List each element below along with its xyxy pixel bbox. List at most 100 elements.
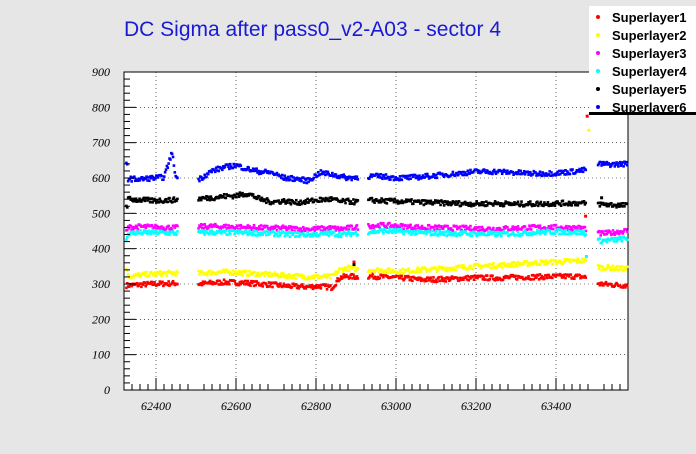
legend-label: Superlayer3	[612, 46, 686, 61]
data-point	[148, 200, 152, 204]
data-point	[423, 199, 427, 202]
data-point	[302, 199, 306, 203]
data-point	[615, 232, 618, 235]
data-point	[576, 204, 580, 207]
data-point	[318, 173, 322, 176]
data-point	[213, 225, 216, 228]
data-point	[536, 200, 539, 204]
data-point	[523, 229, 527, 232]
data-point	[262, 224, 265, 228]
data-point	[476, 276, 479, 280]
data-point	[619, 267, 623, 271]
data-point	[316, 273, 319, 277]
data-point	[512, 232, 515, 235]
data-point	[251, 193, 255, 196]
data-point	[514, 262, 518, 265]
data-point	[131, 230, 134, 233]
data-point	[137, 199, 141, 203]
data-point	[221, 165, 225, 168]
data-point	[573, 225, 576, 229]
data-point	[281, 271, 285, 275]
data-point	[136, 227, 140, 231]
x-tick-label: 62600	[221, 399, 251, 413]
data-point	[143, 223, 147, 227]
data-point	[526, 203, 529, 207]
data-point	[320, 172, 324, 176]
data-point	[261, 285, 265, 288]
data-point	[164, 168, 168, 171]
data-point	[135, 282, 139, 285]
data-point	[508, 262, 512, 266]
data-point	[163, 170, 167, 174]
data-point	[457, 279, 461, 283]
data-point	[515, 278, 519, 281]
data-point	[515, 228, 519, 232]
data-point	[399, 228, 403, 232]
data-point	[526, 233, 529, 237]
data-point	[349, 176, 353, 179]
data-point	[328, 230, 331, 233]
data-point	[425, 279, 428, 283]
data-point	[541, 231, 544, 235]
data-point	[412, 229, 416, 233]
data-point	[158, 270, 162, 273]
data-point	[404, 224, 408, 227]
data-point	[201, 223, 205, 227]
data-point	[614, 204, 617, 207]
data-point	[419, 201, 423, 205]
data-point	[307, 275, 310, 279]
data-point	[279, 233, 282, 236]
data-point	[395, 228, 398, 232]
data-point	[348, 232, 352, 236]
data-point	[468, 203, 471, 207]
data-point	[375, 172, 379, 176]
data-point	[473, 226, 477, 229]
data-point	[165, 164, 169, 168]
data-point	[381, 177, 384, 181]
data-point	[403, 271, 406, 275]
data-point	[606, 284, 610, 287]
data-point	[478, 264, 482, 267]
data-point	[598, 205, 602, 208]
data-point	[610, 268, 614, 271]
data-point	[542, 228, 545, 232]
data-point	[337, 270, 340, 273]
data-point	[330, 174, 333, 177]
data-point	[277, 199, 280, 202]
data-point	[503, 227, 507, 230]
data-point	[346, 197, 350, 201]
data-point	[568, 260, 572, 264]
data-point	[525, 260, 529, 263]
data-point	[259, 224, 263, 227]
data-point	[322, 197, 325, 200]
data-point	[125, 161, 128, 165]
data-point	[254, 195, 258, 199]
data-point	[397, 274, 400, 277]
data-point	[210, 229, 214, 232]
data-point	[516, 171, 520, 174]
data-point	[312, 276, 316, 280]
data-point	[567, 225, 571, 228]
data-point	[427, 200, 431, 203]
data-point	[353, 269, 357, 273]
data-point	[428, 269, 432, 273]
data-point	[548, 170, 551, 173]
data-point	[341, 197, 345, 201]
data-point	[210, 272, 214, 275]
data-point	[446, 200, 449, 203]
data-point	[472, 264, 476, 267]
data-point	[310, 274, 314, 278]
data-point	[584, 276, 588, 279]
data-point	[306, 230, 309, 234]
data-point	[247, 226, 251, 230]
data-point	[604, 239, 608, 243]
data-point	[255, 229, 258, 233]
data-point	[514, 264, 517, 267]
data-point	[494, 172, 498, 176]
data-point	[213, 198, 216, 202]
data-point	[426, 227, 429, 231]
data-point	[280, 198, 284, 202]
data-point	[389, 269, 392, 272]
data-point	[252, 169, 256, 173]
data-point	[337, 235, 340, 239]
